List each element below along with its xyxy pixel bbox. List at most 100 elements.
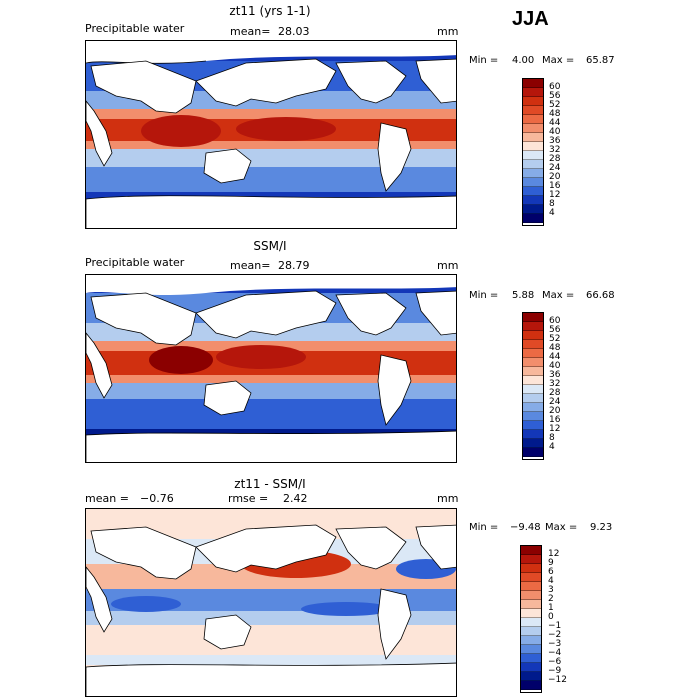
colorbar-tick-label: 4	[548, 576, 554, 586]
colorbar-swatch	[523, 331, 543, 340]
panel1-map	[85, 40, 457, 229]
colorbar-swatch	[521, 645, 541, 654]
panel1-min-label: Min =	[469, 55, 499, 66]
colorbar-tick-label: 32	[549, 379, 561, 389]
panel1-max-value: 65.87	[586, 55, 615, 66]
colorbar-swatch	[523, 106, 543, 115]
colorbar-swatch	[521, 609, 541, 618]
colorbar-tick-label: 9	[548, 558, 554, 568]
colorbar-swatch	[523, 358, 543, 367]
panel2-min-label: Min =	[469, 290, 499, 301]
colorbar-swatch	[523, 115, 543, 124]
panel3-colorbar	[520, 545, 542, 693]
colorbar-swatch	[523, 313, 543, 322]
colorbar-tick-label: 4	[549, 442, 555, 452]
colorbar-tick-label: 40	[549, 127, 561, 137]
colorbar-tick-label: 20	[549, 406, 561, 416]
colorbar-swatch	[523, 376, 543, 385]
colorbar-swatch	[523, 412, 543, 421]
colorbar-tick-label: 4	[549, 208, 555, 218]
panel2-variable-label: Precipitable water	[85, 256, 185, 269]
colorbar-tick-label: 20	[549, 172, 561, 182]
colorbar-tick-label: 48	[549, 343, 561, 353]
panel2-max-label: Max =	[542, 290, 575, 301]
panel3-mean-value: −0.76	[140, 492, 174, 505]
panel2-mean-value: 28.79	[278, 259, 310, 272]
colorbar-swatch	[521, 636, 541, 645]
colorbar-tick-label: 28	[549, 388, 561, 398]
colorbar-tick-label: 48	[549, 109, 561, 119]
colorbar-tick-label: 24	[549, 163, 561, 173]
colorbar-swatch	[523, 349, 543, 358]
panel1-map-svg	[86, 41, 456, 228]
panel3-map-svg	[86, 509, 456, 696]
colorbar-tick-label: 36	[549, 136, 561, 146]
colorbar-tick-label: 8	[549, 433, 555, 443]
panel3-max-label: Max =	[545, 522, 578, 533]
colorbar-swatch	[523, 439, 543, 448]
colorbar-swatch	[523, 430, 543, 439]
colorbar-swatch	[523, 187, 543, 196]
panel2-mean-label: mean=	[230, 259, 271, 272]
colorbar-swatch	[523, 151, 543, 160]
colorbar-swatch	[523, 394, 543, 403]
colorbar-swatch	[521, 627, 541, 636]
panel2-map-svg	[86, 275, 456, 462]
colorbar-swatch	[521, 573, 541, 582]
colorbar-tick-label: 16	[549, 181, 561, 191]
colorbar-tick-label: 16	[549, 415, 561, 425]
colorbar-tick-label: 56	[549, 325, 561, 335]
colorbar-tick-label: 56	[549, 91, 561, 101]
panel1-max-label: Max =	[542, 55, 575, 66]
panel2-min-value: 5.88	[512, 290, 535, 301]
colorbar-tick-label: −12	[548, 675, 567, 685]
colorbar-swatch	[523, 322, 543, 331]
colorbar-tick-label: −4	[548, 648, 562, 658]
colorbar-tick-label: 12	[549, 190, 561, 200]
colorbar-swatch	[521, 564, 541, 573]
colorbar-tick-label: −6	[548, 657, 562, 667]
panel2-colorbar	[522, 312, 544, 460]
panel1-mean-value: 28.03	[278, 25, 310, 38]
colorbar-swatch	[523, 196, 543, 205]
panel1-title: zt11 (yrs 1-1)	[229, 4, 311, 18]
panel1-variable-label: Precipitable water	[85, 22, 185, 35]
colorbar-tick-label: 2	[548, 594, 554, 604]
panel2-map	[85, 274, 457, 463]
colorbar-swatch	[521, 681, 541, 690]
colorbar-tick-label: 60	[549, 316, 561, 326]
colorbar-tick-label: 1	[548, 603, 554, 613]
colorbar-tick-label: 52	[549, 334, 561, 344]
colorbar-tick-label: 24	[549, 397, 561, 407]
colorbar-swatch	[523, 385, 543, 394]
colorbar-swatch	[523, 169, 543, 178]
colorbar-swatch	[523, 142, 543, 151]
panel1-colorbar	[522, 78, 544, 226]
panel3-units: mm	[437, 492, 459, 505]
colorbar-swatch	[521, 591, 541, 600]
colorbar-swatch	[523, 448, 543, 457]
panel1-mean-label: mean=	[230, 25, 271, 38]
colorbar-swatch	[523, 79, 543, 88]
season-label: JJA	[512, 8, 549, 30]
colorbar-tick-label: 28	[549, 154, 561, 164]
colorbar-swatch	[523, 214, 543, 223]
colorbar-tick-label: 3	[548, 585, 554, 595]
colorbar-tick-label: −1	[548, 621, 562, 631]
colorbar-tick-label: 8	[549, 199, 555, 209]
panel3-rmse-label: rmse =	[228, 492, 269, 505]
panel3-min-label: Min =	[469, 522, 499, 533]
colorbar-tick-label: 44	[549, 352, 561, 362]
colorbar-tick-label: 32	[549, 145, 561, 155]
panel1-min-value: 4.00	[512, 55, 535, 66]
colorbar-swatch	[523, 88, 543, 97]
colorbar-tick-label: 0	[548, 612, 554, 622]
panel3-rmse-value: 2.42	[283, 492, 308, 505]
colorbar-tick-label: 40	[549, 361, 561, 371]
colorbar-swatch	[521, 672, 541, 681]
colorbar-tick-label: 36	[549, 370, 561, 380]
panel3-min-value: −9.48	[510, 522, 541, 533]
colorbar-swatch	[521, 663, 541, 672]
colorbar-swatch	[523, 421, 543, 430]
colorbar-tick-label: 6	[548, 567, 554, 577]
